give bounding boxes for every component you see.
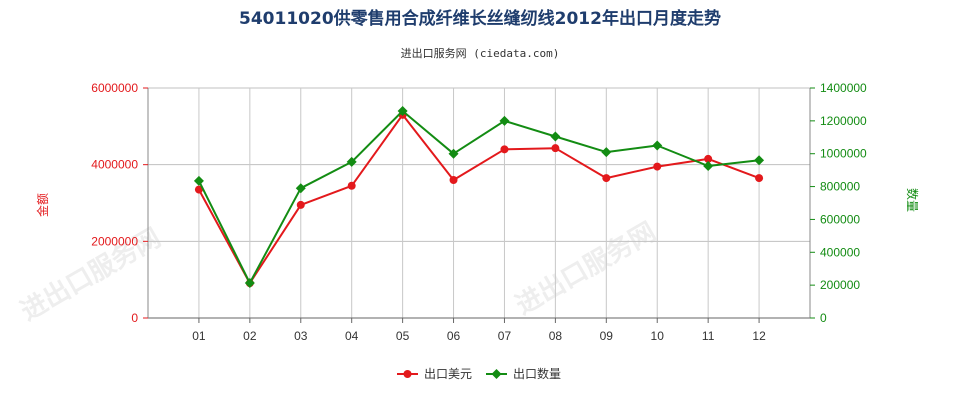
chart-title: 54011020供零售用合成纤维长丝缝纫线2012年出口月度走势 bbox=[239, 8, 721, 29]
data-point[interactable] bbox=[601, 147, 612, 158]
legend: 出口美元 出口数量 bbox=[397, 366, 561, 381]
series-line-1 bbox=[198, 113, 760, 285]
data-point[interactable] bbox=[346, 156, 357, 167]
legend-item-series-1[interactable]: 出口美元 bbox=[397, 367, 472, 381]
data-point[interactable] bbox=[194, 185, 203, 194]
legend-label-series-2: 出口数量 bbox=[513, 366, 561, 381]
y-right-tick-label: 400000 bbox=[820, 245, 860, 259]
y-right-tick-label: 800000 bbox=[820, 180, 860, 194]
y-left-tick-label: 2000000 bbox=[91, 234, 138, 248]
watermark-text: 进出口服务网 bbox=[511, 217, 661, 321]
y-right-tick-label: 1000000 bbox=[820, 147, 867, 161]
y-left-tick-label: 4000000 bbox=[91, 158, 138, 172]
data-point[interactable] bbox=[449, 176, 458, 184]
y-right-tick-label: 200000 bbox=[820, 278, 860, 292]
x-tick-label: 09 bbox=[600, 329, 614, 343]
data-point[interactable] bbox=[295, 183, 306, 194]
x-tick-label: 06 bbox=[447, 329, 461, 343]
data-point[interactable] bbox=[652, 140, 663, 151]
y-left-tick-label: 6000000 bbox=[91, 81, 138, 95]
data-point[interactable] bbox=[551, 144, 560, 153]
y-right-tick-label: 600000 bbox=[820, 212, 860, 226]
y-right-tick-label: 1200000 bbox=[820, 114, 867, 128]
data-point[interactable] bbox=[448, 148, 459, 159]
data-point[interactable] bbox=[550, 131, 561, 142]
series-2 bbox=[193, 106, 765, 289]
data-point[interactable] bbox=[754, 155, 765, 166]
x-tick-label: 04 bbox=[345, 329, 359, 343]
x-tick-label: 05 bbox=[396, 329, 410, 343]
data-point[interactable] bbox=[704, 154, 713, 163]
data-point[interactable] bbox=[296, 200, 305, 209]
data-point[interactable] bbox=[500, 145, 509, 154]
grid-layer bbox=[148, 87, 810, 318]
x-tick-label: 02 bbox=[243, 329, 257, 343]
series-layer bbox=[193, 106, 765, 289]
chart-subtitle: 进出口服务网 (ciedata.com) bbox=[401, 46, 560, 60]
data-point[interactable] bbox=[602, 174, 611, 183]
x-tick-label: 10 bbox=[651, 329, 665, 343]
data-point[interactable] bbox=[499, 115, 510, 126]
x-tick-label: 01 bbox=[192, 329, 206, 343]
data-point[interactable] bbox=[347, 181, 356, 190]
x-tick-label: 11 bbox=[702, 329, 715, 343]
y-left-axis-title: 金额 bbox=[35, 193, 50, 217]
axis-layer: 01 02 03 04 05 06 07 08 09 10 11 120200000040000006… bbox=[91, 81, 867, 343]
x-tick-label: 07 bbox=[498, 329, 512, 343]
y-right-tick-label: 1400000 bbox=[820, 81, 867, 95]
data-point[interactable] bbox=[755, 174, 764, 183]
legend-item-series-2[interactable]: 出口数量 bbox=[486, 366, 561, 381]
data-point[interactable] bbox=[703, 161, 714, 172]
x-tick-label: 08 bbox=[549, 329, 563, 343]
legend-label-series-1: 出口美元 bbox=[424, 367, 472, 381]
y-right-axis-title: 数量 bbox=[905, 188, 920, 212]
data-point[interactable] bbox=[244, 278, 255, 289]
data-point[interactable] bbox=[397, 106, 408, 116]
legend-marker-series-2 bbox=[491, 369, 502, 379]
x-tick-label: 12 bbox=[752, 329, 766, 343]
series-line-2 bbox=[198, 110, 760, 284]
data-point[interactable] bbox=[193, 175, 204, 186]
legend-marker-series-1 bbox=[403, 370, 412, 378]
data-point[interactable] bbox=[653, 162, 662, 171]
x-tick-label: 03 bbox=[294, 329, 308, 343]
y-right-tick-label: 0 bbox=[820, 311, 827, 325]
y-left-tick-label: 0 bbox=[131, 311, 138, 325]
